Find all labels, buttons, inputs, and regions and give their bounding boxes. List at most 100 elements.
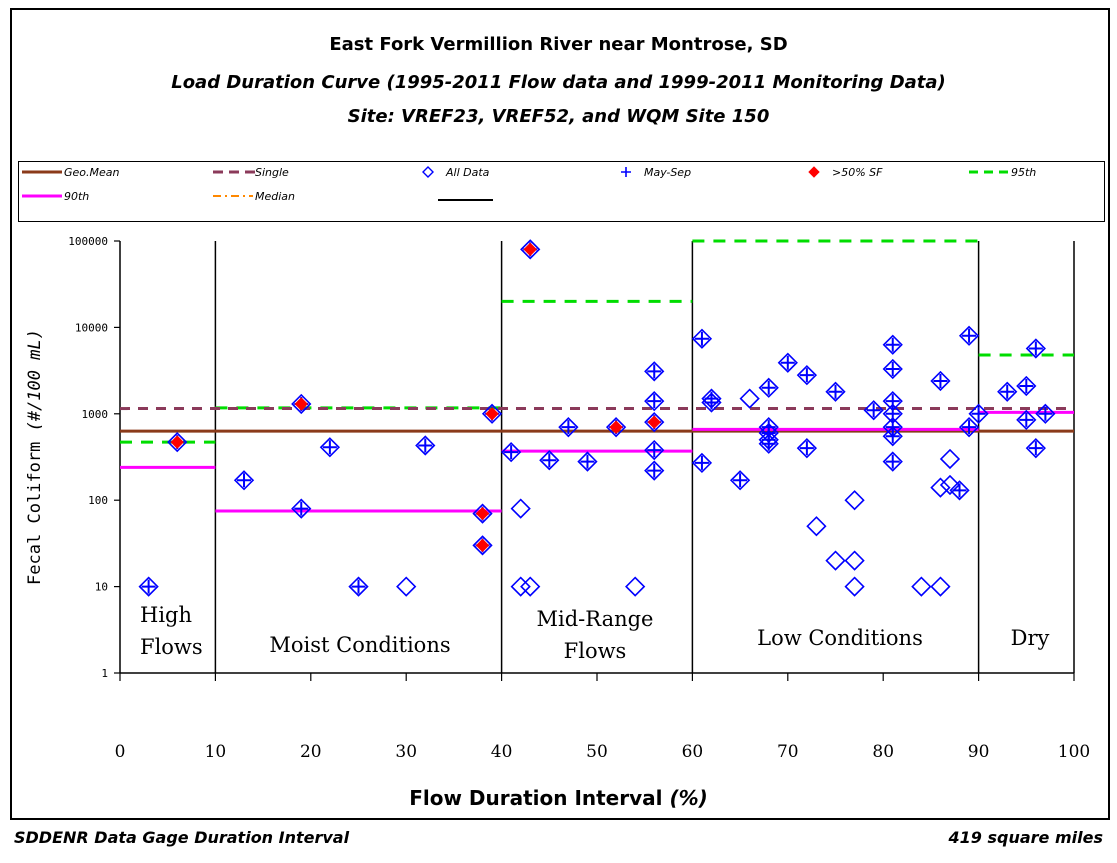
may-sep-point bbox=[962, 328, 977, 343]
all-data-point bbox=[930, 370, 951, 392]
all-data-point bbox=[319, 437, 341, 458]
zone-label: Dry bbox=[1011, 626, 1050, 650]
all-data-point bbox=[605, 417, 627, 438]
y-axis-label: Fecal Coliform (#/100 mL) bbox=[25, 329, 45, 585]
zone-label: Flows bbox=[140, 635, 203, 659]
sf-point bbox=[609, 420, 623, 434]
chart-frame bbox=[10, 8, 1110, 820]
all-data-point bbox=[501, 442, 522, 463]
sf-point bbox=[485, 407, 499, 421]
all-data-point bbox=[644, 412, 665, 433]
may-sep-point bbox=[647, 364, 662, 379]
all-data-point bbox=[882, 451, 903, 472]
all-data-point bbox=[1016, 409, 1037, 431]
may-sep-point bbox=[1038, 406, 1053, 421]
all-data-point bbox=[520, 239, 541, 260]
may-sep-point bbox=[761, 436, 776, 451]
may-sep-point bbox=[542, 453, 557, 468]
may-sep-point bbox=[322, 440, 337, 455]
sf-point bbox=[475, 506, 490, 521]
legend-label: 95th bbox=[1011, 166, 1036, 179]
legend-entry-geomean: Geo.Mean bbox=[22, 166, 120, 179]
all-data-point bbox=[825, 381, 846, 402]
may-sep-point bbox=[704, 395, 719, 410]
all-data-point bbox=[481, 403, 503, 424]
y-tick-label: 10000 bbox=[75, 321, 108, 334]
zone-label: Moist Conditions bbox=[269, 633, 450, 657]
chart-title: East Fork Vermillion River near Montrose… bbox=[329, 34, 788, 55]
may-sep-point bbox=[504, 445, 519, 460]
footer-right: 419 square miles bbox=[948, 828, 1103, 847]
all-data-point bbox=[796, 365, 818, 386]
all-data-point bbox=[939, 474, 961, 496]
y-tick-label: 100 bbox=[88, 494, 108, 507]
may-sep-point bbox=[971, 406, 986, 421]
all-data-point bbox=[844, 576, 865, 597]
legend-label: Geo.Mean bbox=[64, 166, 120, 179]
legend-label: All Data bbox=[445, 166, 490, 179]
legend-swatch bbox=[422, 166, 434, 178]
may-sep-point bbox=[1028, 341, 1043, 356]
all-data-point bbox=[644, 361, 665, 382]
chart-subtitle: Load Duration Curve (1995-2011 Flow data… bbox=[171, 72, 946, 93]
sf-point bbox=[294, 397, 308, 411]
all-data-point bbox=[863, 400, 884, 421]
all-data-point bbox=[882, 358, 903, 380]
all-data-point bbox=[844, 550, 865, 571]
x-tick-label: 30 bbox=[395, 742, 417, 762]
zone-label: Mid-Range bbox=[537, 607, 654, 631]
all-data-point bbox=[796, 438, 818, 459]
may-sep-point bbox=[1019, 412, 1034, 427]
may-sep-point bbox=[866, 403, 881, 418]
all-data-point bbox=[911, 576, 932, 597]
all-data-point bbox=[691, 328, 713, 349]
legend-label: 90th bbox=[64, 190, 89, 203]
may-sep-point bbox=[694, 455, 709, 470]
may-sep-point bbox=[885, 362, 900, 376]
may-sep-point bbox=[885, 454, 900, 469]
legend-entry-p90: 90th bbox=[22, 190, 89, 203]
may-sep-point bbox=[962, 420, 977, 435]
may-sep-point bbox=[1028, 441, 1043, 456]
x-tick-label: 90 bbox=[968, 742, 990, 762]
legend-entry-alldata: All Data bbox=[422, 166, 490, 179]
all-data-point bbox=[729, 470, 751, 491]
x-tick-label: 70 bbox=[777, 742, 799, 762]
may-sep-point bbox=[237, 473, 252, 488]
may-sep-point bbox=[647, 394, 662, 409]
legend-entry-median: Median bbox=[213, 190, 295, 203]
x-tick-label: 0 bbox=[115, 742, 126, 762]
all-data-point bbox=[644, 391, 665, 412]
may-sep-point bbox=[1019, 378, 1034, 393]
all-data-point bbox=[844, 490, 865, 511]
may-sep-point bbox=[580, 454, 595, 469]
all-data-point bbox=[1025, 338, 1046, 359]
may-sep-point bbox=[294, 501, 309, 516]
x-axis-label: Flow Duration Interval (%) bbox=[0, 786, 1117, 810]
legend-swatch bbox=[808, 166, 820, 178]
x-axis-label-text: Flow Duration Interval bbox=[409, 786, 663, 810]
all-data-point bbox=[968, 403, 989, 424]
all-data-point bbox=[882, 426, 903, 447]
all-data-point bbox=[167, 431, 188, 453]
may-sep-point bbox=[694, 331, 709, 346]
may-sep-point bbox=[885, 394, 900, 409]
all-data-point bbox=[510, 498, 531, 519]
all-data-point bbox=[644, 439, 665, 461]
all-data-point bbox=[958, 417, 980, 438]
all-data-point bbox=[472, 535, 493, 556]
legend-entry-p95: 95th bbox=[969, 166, 1036, 179]
zone-label: Flows bbox=[564, 639, 627, 663]
chart-site-line: Site: VREF23, VREF52, and WQM Site 150 bbox=[347, 106, 770, 127]
y-axis-label-unit: (#/100 mL) bbox=[25, 329, 45, 431]
all-data-point bbox=[691, 452, 713, 474]
all-data-point bbox=[577, 451, 598, 472]
all-data-point bbox=[396, 576, 417, 597]
all-data-point bbox=[138, 576, 159, 597]
legend-swatch bbox=[621, 167, 631, 177]
may-sep-point bbox=[733, 473, 748, 488]
all-data-point bbox=[958, 325, 980, 346]
may-sep-point bbox=[761, 380, 776, 395]
footer-left: SDDENR Data Gage Duration Interval bbox=[14, 828, 350, 847]
legend-label: Median bbox=[255, 190, 295, 203]
